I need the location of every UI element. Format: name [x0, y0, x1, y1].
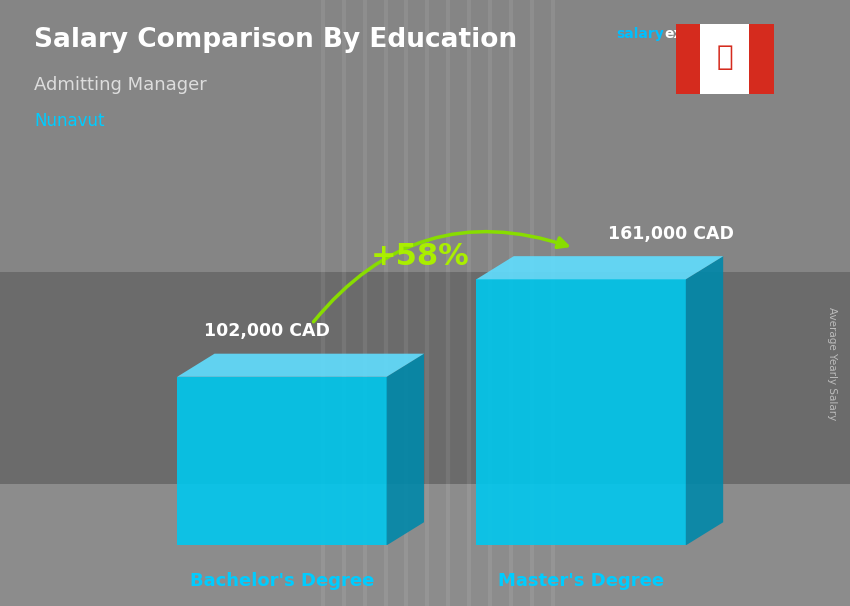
Polygon shape — [686, 256, 723, 545]
Text: Bachelor's Degree: Bachelor's Degree — [190, 572, 374, 590]
Text: 🍁: 🍁 — [717, 44, 733, 72]
Polygon shape — [476, 256, 723, 279]
Polygon shape — [177, 377, 387, 545]
Polygon shape — [676, 24, 700, 94]
Text: explorer: explorer — [665, 27, 730, 41]
Text: 161,000 CAD: 161,000 CAD — [608, 225, 734, 243]
Polygon shape — [476, 279, 686, 545]
Polygon shape — [749, 24, 774, 94]
Text: 102,000 CAD: 102,000 CAD — [204, 322, 330, 341]
Text: Salary Comparison By Education: Salary Comparison By Education — [34, 27, 517, 53]
Text: .com: .com — [725, 27, 762, 41]
Polygon shape — [676, 24, 774, 94]
Text: Nunavut: Nunavut — [34, 112, 105, 130]
Polygon shape — [387, 354, 424, 545]
Text: +58%: +58% — [371, 242, 469, 271]
Text: Master's Degree: Master's Degree — [498, 572, 664, 590]
Text: Admitting Manager: Admitting Manager — [34, 76, 207, 94]
Text: salary: salary — [616, 27, 664, 41]
Polygon shape — [177, 354, 424, 377]
Text: Average Yearly Salary: Average Yearly Salary — [827, 307, 837, 420]
